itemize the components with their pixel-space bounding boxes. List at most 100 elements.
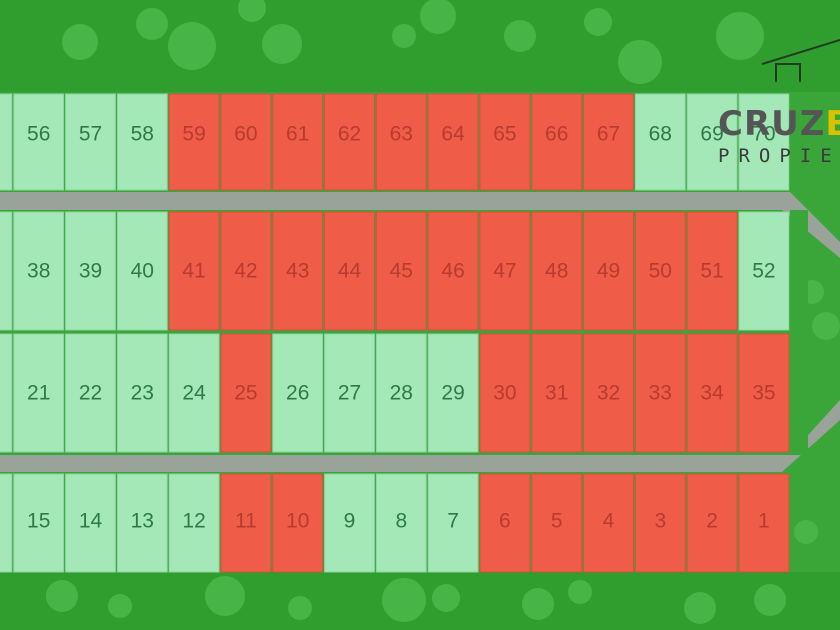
lot-5[interactable]: 5: [531, 473, 583, 573]
lot-shape[interactable]: [634, 473, 686, 573]
lot-shape[interactable]: [116, 211, 168, 331]
lot-5[interactable]: 5: [0, 93, 13, 191]
lot-shape[interactable]: [65, 473, 116, 573]
lot-50[interactable]: 50: [634, 211, 686, 331]
lot-shape[interactable]: [13, 333, 65, 453]
lot-shape[interactable]: [634, 333, 686, 453]
lot-0[interactable]: 0: [0, 333, 13, 453]
lot-shape[interactable]: [272, 333, 324, 453]
lot-47[interactable]: 47: [479, 211, 531, 331]
lot-shape[interactable]: [634, 211, 686, 331]
lot-61[interactable]: 61: [272, 93, 324, 191]
lot-60[interactable]: 60: [220, 93, 272, 191]
lot-31[interactable]: 31: [531, 333, 583, 453]
lot-27[interactable]: 27: [324, 333, 375, 453]
lot-shape[interactable]: [375, 473, 427, 573]
lot-shape[interactable]: [531, 211, 583, 331]
lot-45[interactable]: 45: [375, 211, 427, 331]
lot-shape[interactable]: [375, 93, 427, 191]
lot-24[interactable]: 24: [168, 333, 220, 453]
lot-2[interactable]: 2: [686, 473, 738, 573]
lot-shape[interactable]: [0, 211, 13, 331]
lot-69[interactable]: 69: [686, 93, 738, 191]
lot-shape[interactable]: [272, 93, 324, 191]
lot-shape[interactable]: [272, 473, 324, 573]
lot-1[interactable]: 1: [738, 473, 790, 573]
lot-shape[interactable]: [168, 333, 220, 453]
lot-shape[interactable]: [0, 333, 13, 453]
lot-shape[interactable]: [531, 473, 583, 573]
lot-4[interactable]: 4: [583, 473, 634, 573]
lot-shape[interactable]: [686, 473, 738, 573]
lot-shape[interactable]: [738, 333, 790, 453]
lot-51[interactable]: 51: [686, 211, 738, 331]
lot-32[interactable]: 32: [583, 333, 634, 453]
lot-shape[interactable]: [220, 93, 272, 191]
lot-shape[interactable]: [738, 211, 790, 331]
lot-23[interactable]: 23: [116, 333, 168, 453]
lot-shape[interactable]: [583, 333, 634, 453]
lot-38[interactable]: 38: [13, 211, 65, 331]
lot-44[interactable]: 44: [324, 211, 375, 331]
lot-shape[interactable]: [686, 211, 738, 331]
lot-15[interactable]: 15: [13, 473, 65, 573]
lot-21[interactable]: 21: [13, 333, 65, 453]
lot-34[interactable]: 34: [686, 333, 738, 453]
lot-7[interactable]: 7: [0, 211, 13, 331]
lot-65[interactable]: 65: [479, 93, 531, 191]
lot-7[interactable]: 7: [427, 473, 479, 573]
lot-26[interactable]: 26: [272, 333, 324, 453]
lot-shape[interactable]: [13, 93, 65, 191]
lot-62[interactable]: 62: [324, 93, 375, 191]
lot-6[interactable]: 6: [0, 473, 13, 573]
lot-46[interactable]: 46: [427, 211, 479, 331]
lot-shape[interactable]: [427, 93, 479, 191]
lot-shape[interactable]: [479, 93, 531, 191]
lot-shape[interactable]: [116, 333, 168, 453]
lot-28[interactable]: 28: [375, 333, 427, 453]
lot-48[interactable]: 48: [531, 211, 583, 331]
lot-68[interactable]: 68: [634, 93, 686, 191]
lot-59[interactable]: 59: [168, 93, 220, 191]
lot-22[interactable]: 22: [65, 333, 116, 453]
lot-64[interactable]: 64: [427, 93, 479, 191]
lot-shape[interactable]: [583, 93, 634, 191]
lot-25[interactable]: 25: [220, 333, 272, 453]
lot-43[interactable]: 43: [272, 211, 324, 331]
lot-33[interactable]: 33: [634, 333, 686, 453]
lot-shape[interactable]: [324, 473, 375, 573]
lot-shape[interactable]: [65, 93, 116, 191]
lot-63[interactable]: 63: [375, 93, 427, 191]
lot-9[interactable]: 9: [324, 473, 375, 573]
lot-shape[interactable]: [324, 333, 375, 453]
lot-57[interactable]: 57: [65, 93, 116, 191]
lot-shape[interactable]: [116, 473, 168, 573]
lot-shape[interactable]: [65, 333, 116, 453]
lot-30[interactable]: 30: [479, 333, 531, 453]
lot-shape[interactable]: [168, 473, 220, 573]
lot-shape[interactable]: [427, 211, 479, 331]
lot-shape[interactable]: [583, 211, 634, 331]
lot-shape[interactable]: [531, 333, 583, 453]
lot-shape[interactable]: [479, 473, 531, 573]
lot-56[interactable]: 56: [13, 93, 65, 191]
lot-70[interactable]: 70: [738, 93, 790, 191]
lot-shape[interactable]: [116, 93, 168, 191]
lot-shape[interactable]: [13, 211, 65, 331]
lot-shape[interactable]: [220, 473, 272, 573]
lot-35[interactable]: 35: [738, 333, 790, 453]
lot-40[interactable]: 40: [116, 211, 168, 331]
lot-shape[interactable]: [583, 473, 634, 573]
lot-shape[interactable]: [479, 211, 531, 331]
lot-shape[interactable]: [738, 93, 790, 191]
lot-41[interactable]: 41: [168, 211, 220, 331]
lot-49[interactable]: 49: [583, 211, 634, 331]
lot-shape[interactable]: [0, 93, 13, 191]
lot-14[interactable]: 14: [65, 473, 116, 573]
lot-52[interactable]: 52: [738, 211, 790, 331]
lot-shape[interactable]: [65, 211, 116, 331]
lot-shape[interactable]: [168, 93, 220, 191]
lot-shape[interactable]: [634, 93, 686, 191]
lot-10[interactable]: 10: [272, 473, 324, 573]
lot-shape[interactable]: [220, 333, 272, 453]
